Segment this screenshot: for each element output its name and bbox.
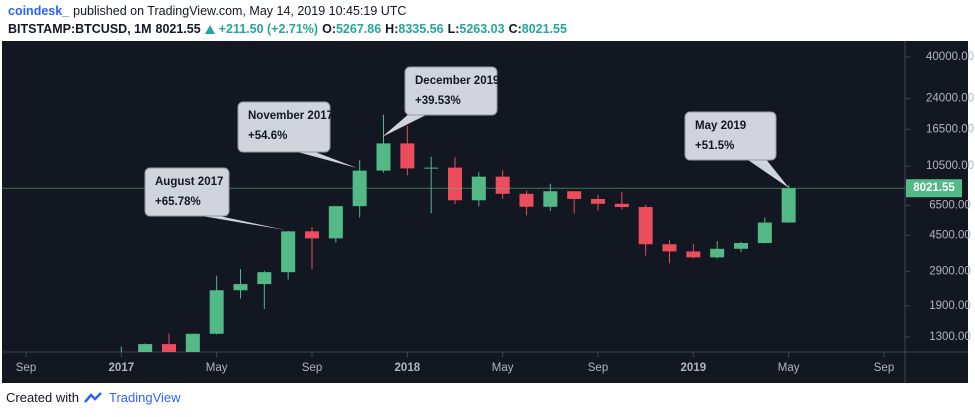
y-tick-label: 4500.00 (929, 229, 971, 241)
x-tick-label: 2017 (109, 362, 135, 374)
y-tick-label: 24000.00 (926, 93, 974, 105)
y-tick-label: 2900.00 (929, 265, 971, 277)
candle-body (757, 222, 772, 244)
candle-body (257, 272, 272, 285)
x-tick-label: May (778, 362, 800, 374)
candle-body (781, 188, 796, 223)
footer-text: Created with (6, 390, 79, 405)
y-tick-label: 40000.00 (926, 51, 974, 63)
x-tick-label: May (206, 362, 228, 374)
ohlc-value: 8021.55 (521, 22, 567, 36)
y-tick-label: 10500.00 (926, 160, 974, 172)
candle-body (328, 206, 343, 239)
x-tick-label: Sep (874, 362, 894, 374)
last-price-box (906, 179, 962, 198)
x-tick-label: May (492, 362, 514, 374)
symbol: BITSTAMP:BTCUSD, 1M (8, 22, 152, 36)
candle-body (233, 284, 248, 291)
callout-text: +39.53% (415, 95, 461, 107)
ohlc-value: 5267.86 (335, 22, 382, 36)
candle-body (281, 231, 296, 273)
footer-brand[interactable]: TradingView (108, 390, 181, 405)
candle-body (662, 244, 677, 252)
callout-pointer (190, 214, 285, 230)
candle-body (519, 193, 534, 207)
change: +211.50 (+2.71%) (218, 22, 319, 36)
y-tick-label: 6500.00 (929, 199, 971, 211)
plot (2, 114, 905, 352)
price: 8021.55 (155, 22, 201, 36)
x-tick-label: Sep (588, 362, 608, 374)
callout-text: +54.6% (248, 130, 287, 142)
callout-box (684, 111, 777, 161)
publish-line: coindesk_ published on TradingView.com, … (8, 4, 406, 18)
y-tick-label: 16500.00 (926, 123, 974, 135)
y-tick-label: 1300.00 (929, 331, 971, 343)
tv-logo (84, 391, 102, 403)
ohlc-key: L: (447, 22, 460, 36)
ohlc-key: O: (322, 22, 336, 36)
y-tick-label: 1900.00 (929, 300, 971, 312)
candle-body (710, 248, 725, 258)
candle-body (686, 251, 701, 258)
callout-text: +65.78% (155, 196, 201, 208)
candle-body (448, 167, 462, 201)
callout-box (144, 167, 230, 217)
published: published on TradingView.com, May 14, 20… (73, 4, 407, 18)
candle-body (495, 176, 510, 194)
candle-body (209, 290, 224, 334)
candle-body (400, 143, 415, 169)
candle-body (543, 191, 558, 207)
candle-body (138, 344, 153, 352)
ohlc-value: 5263.03 (459, 22, 505, 36)
ohlc: O: 5267.86 H: 8335.56 L: 5263.03 C: 8021.55 (322, 22, 571, 36)
candle-body (638, 207, 653, 245)
x-tick-label: Sep (302, 362, 322, 374)
candle-body (734, 243, 748, 249)
up-arrow (204, 24, 215, 34)
x-tick-label: 2019 (681, 362, 707, 374)
callout-box (237, 101, 331, 153)
callout-title: December 2019 (415, 75, 499, 87)
callout-pointer (290, 150, 357, 168)
candle-body (424, 167, 439, 169)
ohlc-value: 8335.56 (398, 22, 444, 36)
callout-text: +51.5% (695, 140, 734, 152)
overlay: 1300.00 1900.00 2900.00 4500.00 6500.00 10500… (16, 51, 974, 374)
chart: 1300.00 1900.00 2900.00 4500.00 6500.00 10500… (2, 41, 974, 383)
callout-box (404, 66, 498, 116)
candle-body (305, 231, 319, 239)
callout-title: May 2019 (695, 120, 746, 132)
callout-title: August 2017 (155, 176, 223, 188)
user[interactable]: coindesk_ (8, 4, 70, 18)
candle-body (162, 344, 176, 352)
callout-pointer (745, 158, 789, 188)
ohlc-key: H: (385, 22, 399, 36)
candle-body (614, 203, 629, 208)
candle-body (376, 143, 391, 171)
callout-pointer (382, 113, 430, 137)
footer: Created with TradingView (6, 390, 181, 405)
ohlc-key: C: (508, 22, 522, 36)
candle-body (591, 198, 605, 204)
candle-body (185, 333, 200, 352)
callout-title: November 2017 (248, 110, 333, 122)
x-tick-label: 2018 (395, 362, 421, 374)
last-price-label: 8021.55 (913, 182, 955, 194)
x-tick-label: Sep (16, 362, 36, 374)
symbol-line: BITSTAMP:BTCUSD, 1M 8021.55 +211.50 (+2.… (8, 22, 571, 36)
candle-body (567, 191, 582, 199)
